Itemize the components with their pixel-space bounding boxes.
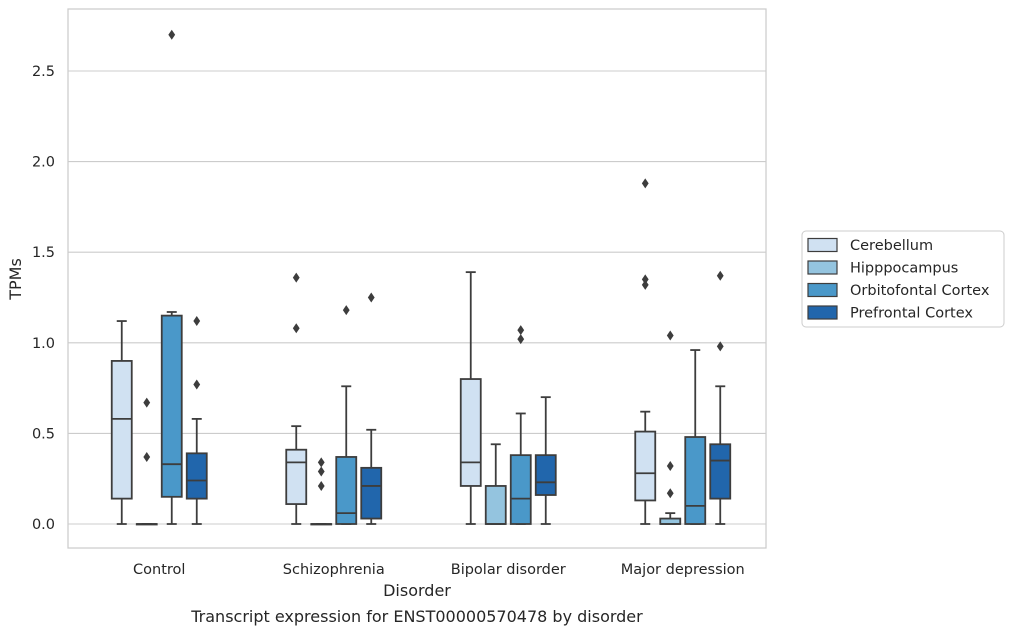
outlier-point bbox=[367, 292, 375, 303]
legend-label: Cerebellum bbox=[850, 238, 933, 254]
outlier-point bbox=[317, 480, 325, 491]
outlier-point bbox=[641, 178, 649, 189]
box-body bbox=[335, 456, 358, 525]
box-hipppocampus bbox=[310, 457, 333, 526]
outlier-point bbox=[143, 397, 151, 408]
y-axis-title: TPMs bbox=[6, 258, 25, 301]
legend-swatch bbox=[807, 282, 838, 298]
y-axis-ticks: 0.0 0.5 1.0 1.5 2.0 2.5 bbox=[32, 64, 55, 533]
box-body bbox=[459, 378, 482, 487]
box-body bbox=[160, 314, 183, 498]
box-body bbox=[684, 436, 707, 525]
outlier-point bbox=[317, 457, 325, 468]
box-body bbox=[509, 454, 532, 525]
x-tick-label: Schizophrenia bbox=[283, 562, 385, 578]
box-body bbox=[360, 466, 383, 520]
box-cerebellum bbox=[459, 271, 482, 525]
figure-caption: Transcript expression for ENST0000057047… bbox=[190, 607, 643, 626]
y-tick-label: 0.0 bbox=[32, 517, 55, 533]
outlier-point bbox=[168, 29, 176, 40]
y-tick-label: 2.5 bbox=[32, 64, 55, 80]
legend-label: Prefrontal Cortex bbox=[850, 306, 973, 322]
outlier-point bbox=[143, 451, 151, 462]
legend-label: Hipppocampus bbox=[850, 261, 958, 277]
outlier-point bbox=[666, 330, 674, 341]
x-axis-ticks: Control Schizophrenia Bipolar disorder Majo… bbox=[133, 562, 745, 578]
box-body bbox=[285, 448, 308, 505]
outlier-point bbox=[193, 379, 201, 390]
legend: Cerebellum Hipppocampus Orbitofontal Corte… bbox=[801, 230, 1005, 328]
box-body bbox=[185, 452, 208, 500]
box-cerebellum bbox=[110, 320, 133, 525]
outlier-point bbox=[193, 316, 201, 327]
y-tick-label: 2.0 bbox=[32, 155, 55, 171]
box-body bbox=[534, 454, 557, 496]
outlier-point bbox=[517, 325, 525, 336]
box-hipppocampus bbox=[659, 330, 682, 525]
outlier-point bbox=[292, 323, 300, 334]
legend-swatch bbox=[807, 237, 838, 253]
box-orbitofontal-cortex bbox=[335, 305, 358, 525]
outlier-point bbox=[517, 334, 525, 345]
outlier-point bbox=[317, 466, 325, 477]
y-tick-label: 1.5 bbox=[32, 245, 55, 261]
box-prefrontal-cortex bbox=[709, 270, 732, 525]
box-hipppocampus bbox=[484, 443, 507, 525]
plot-area-frame bbox=[67, 8, 767, 549]
legend-swatch bbox=[807, 305, 838, 320]
box-prefrontal-cortex bbox=[534, 396, 557, 525]
box-hipppocampus bbox=[135, 397, 158, 526]
y-tick-label: 1.0 bbox=[32, 336, 55, 352]
x-tick-label: Control bbox=[133, 562, 185, 578]
box-body bbox=[709, 443, 732, 500]
box-cerebellum bbox=[285, 272, 308, 525]
y-tick-label: 0.5 bbox=[32, 426, 55, 442]
outlier-point bbox=[641, 279, 649, 290]
outlier-point bbox=[716, 270, 724, 281]
x-tick-label: Bipolar disorder bbox=[451, 562, 566, 578]
outlier-point bbox=[342, 305, 350, 316]
box-prefrontal-cortex bbox=[185, 316, 208, 525]
box-prefrontal-cortex bbox=[360, 292, 383, 525]
box-cerebellum bbox=[634, 178, 657, 525]
box-orbitofontal-cortex bbox=[160, 29, 183, 525]
box-orbitofontal-cortex bbox=[509, 325, 532, 525]
box-series bbox=[110, 29, 732, 526]
box-orbitofontal-cortex bbox=[684, 349, 707, 525]
outlier-point bbox=[641, 274, 649, 285]
box-body bbox=[634, 430, 657, 502]
legend-frame bbox=[801, 230, 1005, 328]
legend-label: Orbitofontal Cortex bbox=[850, 283, 990, 299]
legend-swatch bbox=[807, 260, 838, 275]
x-tick-label: Major depression bbox=[621, 562, 745, 578]
x-axis-title: Disorder bbox=[383, 581, 451, 600]
outlier-point bbox=[716, 341, 724, 352]
outlier-point bbox=[666, 461, 674, 472]
outlier-point bbox=[666, 488, 674, 499]
box-body bbox=[484, 485, 507, 525]
box-body bbox=[110, 360, 133, 500]
outlier-point bbox=[292, 272, 300, 283]
